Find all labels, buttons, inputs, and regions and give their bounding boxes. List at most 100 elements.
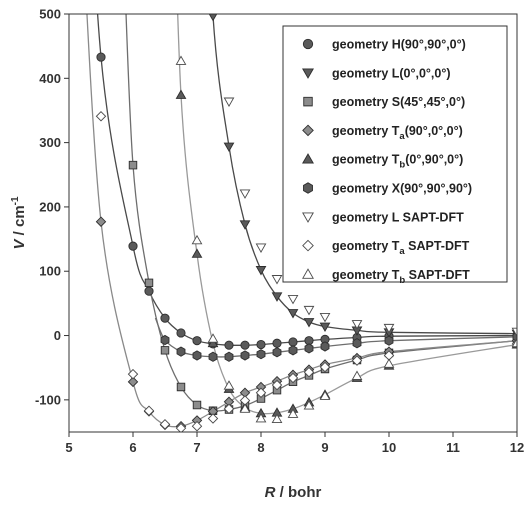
data-point-geometry-tb-0-90-0 xyxy=(175,89,187,99)
x-tick-label: 7 xyxy=(193,440,200,455)
data-point-geometry-h-90-90-0 xyxy=(192,336,202,346)
data-point-geometry-l-sapt-dft xyxy=(223,97,235,107)
legend-marker-geometry-l-0-0-0 xyxy=(302,68,314,79)
data-point-geometry-l-sapt-dft xyxy=(287,294,299,305)
x-axis-title: R / bohr xyxy=(265,484,322,501)
data-point-geometry-tb-sapt-dft xyxy=(383,358,395,368)
data-point-geometry-h-90-90-0 xyxy=(272,338,282,348)
data-point-geometry-ta-sapt-dft xyxy=(319,361,331,373)
data-point-geometry-ta-sapt-dft xyxy=(351,355,363,366)
data-point-geometry-tb-sapt-dft xyxy=(223,380,235,390)
axes: 5 6 7 8 9 10 11 12 -100 0 100 200 300 400 500 R / bohr V… xyxy=(10,7,524,502)
data-point-geometry-h-90-90-0 xyxy=(256,339,266,350)
data-point-geometry-tb-sapt-dft xyxy=(239,403,251,413)
y-axis-title: V / cm-1 xyxy=(10,196,28,250)
data-point-geometry-ta-sapt-dft xyxy=(191,420,203,432)
data-point-geometry-h-90-90-0 xyxy=(320,334,330,344)
legend-label-geometry-tb-sapt-dft: geometry Tb SAPT-DFT xyxy=(332,268,470,286)
x-tick-label: 6 xyxy=(129,440,136,455)
data-point-geometry-x-90-90-90 xyxy=(256,349,266,360)
data-point-geometry-l-sapt-dft xyxy=(511,327,517,338)
data-point-geometry-ta-sapt-dft xyxy=(303,366,315,378)
data-point-geometry-l-0-0-0 xyxy=(319,322,331,333)
data-point-geometry-l-sapt-dft xyxy=(351,320,363,330)
data-point-geometry-l-0-0-0 xyxy=(239,220,251,230)
data-point-geometry-h-90-90-0 xyxy=(288,337,298,347)
data-point-geometry-x-90-90-90 xyxy=(304,343,314,354)
data-point-geometry-h-90-90-0 xyxy=(240,340,250,350)
legend-box xyxy=(282,25,508,283)
legend-marker-geometry-tb-sapt-dft xyxy=(302,268,314,279)
data-point-geometry-h-90-90-0 xyxy=(128,241,138,251)
y-tick-label: 500 xyxy=(39,7,61,22)
data-point-geometry-h-90-90-0 xyxy=(224,340,234,350)
data-point-geometry-x-90-90-90 xyxy=(240,350,250,361)
data-point-geometry-ta-sapt-dft xyxy=(143,405,155,417)
data-point-geometry-x-90-90-90 xyxy=(320,341,330,352)
x-tick-label: 11 xyxy=(446,440,460,455)
legend-marker-geometry-h-90-90-0 xyxy=(302,38,314,50)
data-point-geometry-ta-sapt-dft xyxy=(255,387,267,399)
data-point-geometry-s-45-45-0 xyxy=(144,278,154,288)
data-point-geometry-ta-sapt-dft xyxy=(159,419,171,430)
data-point-geometry-h-90-90-0 xyxy=(96,52,106,62)
data-point-geometry-tb-sapt-dft xyxy=(255,412,267,423)
data-point-geometry-tb-sapt-dft xyxy=(175,55,187,65)
data-point-geometry-tb-sapt-dft xyxy=(271,413,283,424)
data-point-geometry-l-0-0-0 xyxy=(255,266,267,276)
data-point-geometry-l-sapt-dft xyxy=(303,305,315,316)
data-point-geometry-l-0-0-0 xyxy=(271,292,283,302)
x-tick-label: 8 xyxy=(257,440,264,455)
data-point-geometry-x-90-90-90 xyxy=(384,335,394,346)
y-tick-label: -100 xyxy=(35,392,61,407)
data-point-geometry-s-45-45-0 xyxy=(192,400,202,410)
legend-marker-geometry-tb-0-90-0 xyxy=(302,153,314,164)
data-point-geometry-x-90-90-90 xyxy=(288,345,298,356)
legend-label-geometry-l-0-0-0: geometry L(0°,0°,0°) xyxy=(332,66,451,80)
data-point-geometry-l-0-0-0 xyxy=(287,309,299,319)
data-point-geometry-ta-sapt-dft xyxy=(127,368,139,380)
data-point-geometry-l-sapt-dft xyxy=(319,312,331,323)
data-point-geometry-tb-sapt-dft xyxy=(207,333,219,343)
data-point-geometry-x-90-90-90 xyxy=(160,334,170,346)
legend: geometry H(90°,90°,0°) geometry L(0°,0°,0… xyxy=(282,25,508,286)
legend-label-geometry-h-90-90-0: geometry H(90°,90°,0°) xyxy=(332,38,466,52)
data-point-geometry-ta-sapt-dft xyxy=(95,111,107,122)
data-point-geometry-l-sapt-dft xyxy=(271,275,283,285)
data-point-geometry-ta-sapt-dft xyxy=(271,379,283,391)
data-point-geometry-ta-90-0-0 xyxy=(127,376,139,388)
data-point-geometry-x-90-90-90 xyxy=(224,351,234,362)
data-point-geometry-s-45-45-0 xyxy=(128,160,138,170)
x-tick-label: 5 xyxy=(65,440,72,455)
data-point-geometry-ta-sapt-dft xyxy=(207,413,219,424)
legend-label-geometry-ta-90-0-0: geometry Ta(90°,0°,0°) xyxy=(332,124,463,142)
data-point-geometry-tb-0-90-0 xyxy=(191,248,203,258)
data-point-geometry-h-90-90-0 xyxy=(176,328,186,338)
x-tick-label: 9 xyxy=(321,440,328,455)
data-point-geometry-tb-sapt-dft xyxy=(319,390,331,400)
y-tick-label: 100 xyxy=(39,264,61,279)
data-point-geometry-x-90-90-90 xyxy=(352,338,362,349)
data-point-geometry-x-90-90-90 xyxy=(208,351,218,362)
data-point-geometry-l-0-0-0 xyxy=(223,142,235,152)
legend-marker-geometry-l-sapt-dft xyxy=(302,212,314,223)
series-markers xyxy=(95,14,517,432)
data-point-geometry-l-0-0-0 xyxy=(208,14,218,22)
data-point-geometry-tb-sapt-dft xyxy=(351,370,363,380)
data-point-geometry-x-90-90-90 xyxy=(192,350,202,361)
data-point-geometry-l-sapt-dft xyxy=(255,243,267,253)
legend-marker-geometry-ta-90-0-0 xyxy=(302,124,314,137)
legend-marker-geometry-ta-sapt-dft xyxy=(302,239,314,252)
legend-marker-geometry-x-90-90-90 xyxy=(303,182,313,194)
data-point-geometry-s-45-45-0 xyxy=(176,382,186,392)
legend-label-geometry-l-sapt-dft: geometry L SAPT-DFT xyxy=(332,210,464,224)
legend-label-geometry-x-90-90-90: geometry X(90°,90°,90°) xyxy=(332,182,472,196)
data-point-geometry-l-0-0-0 xyxy=(303,318,315,328)
data-point-geometry-ta-sapt-dft xyxy=(287,372,299,384)
y-tick-label: 0 xyxy=(54,328,61,343)
data-point-geometry-h-90-90-0 xyxy=(144,286,154,296)
data-point-geometry-h-90-90-0 xyxy=(304,336,314,346)
y-tick-label: 300 xyxy=(39,135,61,150)
data-point-geometry-tb-sapt-dft xyxy=(287,408,299,418)
y-tick-label: 200 xyxy=(39,199,61,214)
